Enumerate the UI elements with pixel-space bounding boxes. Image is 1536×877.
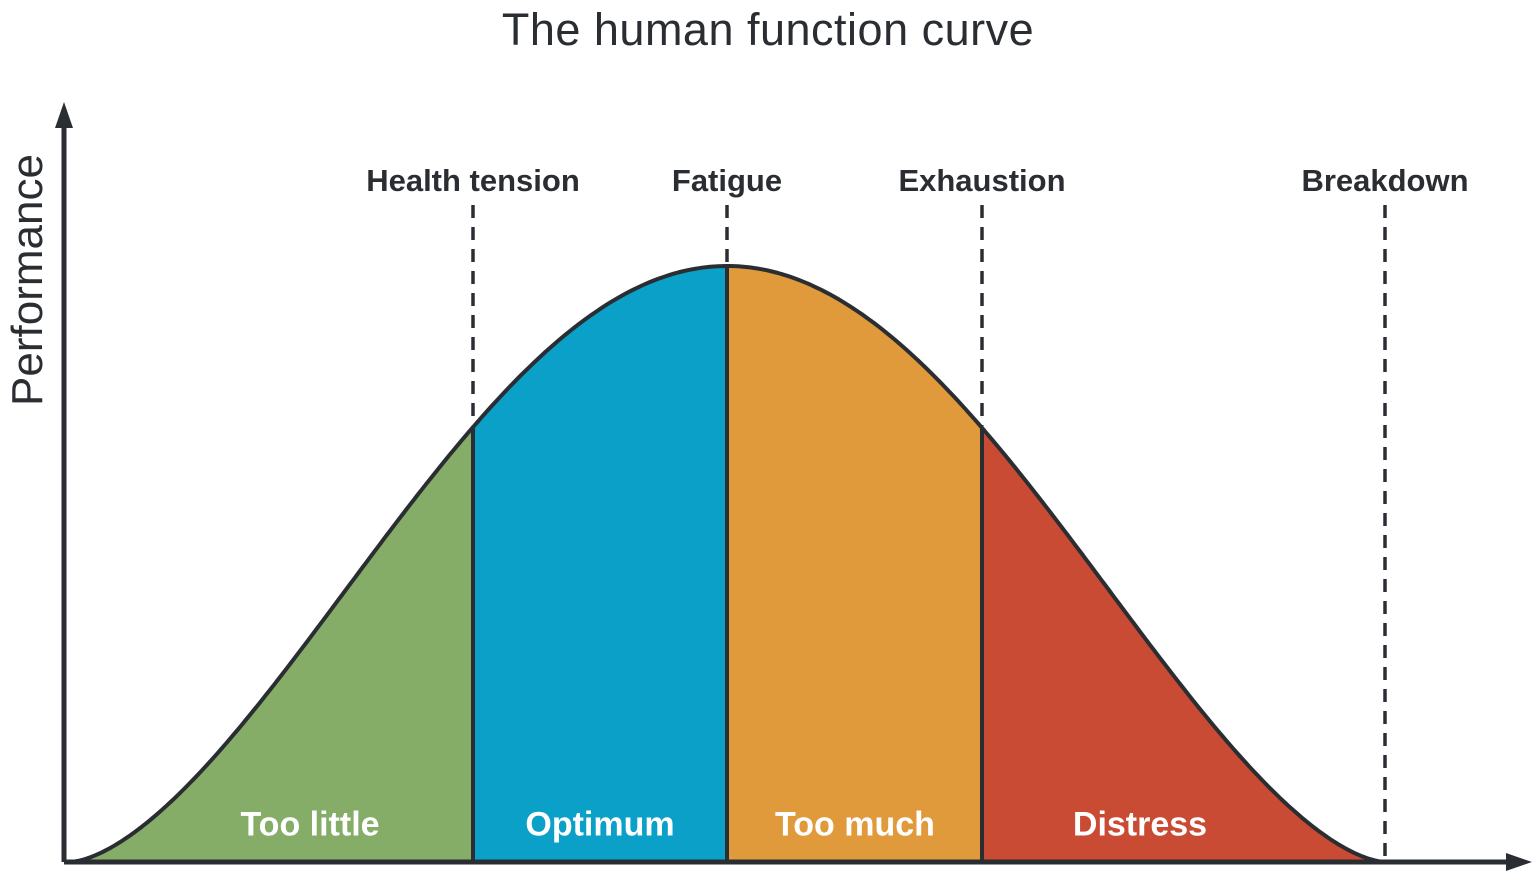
segment-label-too-much: Too much — [775, 805, 935, 844]
segment-area-too-little — [70, 266, 473, 862]
marker-label-exhaustion: Exhaustion — [898, 163, 1066, 198]
bell-curve-outline — [69, 264, 1386, 864]
chart-title: The human function curve — [501, 4, 1035, 55]
segment-label-distress: Distress — [1072, 805, 1208, 844]
y-axis-arrowhead — [55, 102, 73, 128]
segment-area-distress — [982, 266, 1385, 862]
segment-area-optimum — [473, 266, 727, 862]
marker-label-breakdown: Breakdown — [1301, 163, 1469, 198]
segment-label-too-little: Too little — [240, 805, 380, 844]
marker-label-health-tension: Health tension — [366, 163, 580, 198]
x-axis-arrowhead — [1506, 853, 1532, 871]
marker-label-fatigue: Fatigue — [671, 163, 783, 198]
segment-area-too-much — [727, 266, 982, 862]
segment-label-optimum: Optimum — [525, 805, 675, 844]
